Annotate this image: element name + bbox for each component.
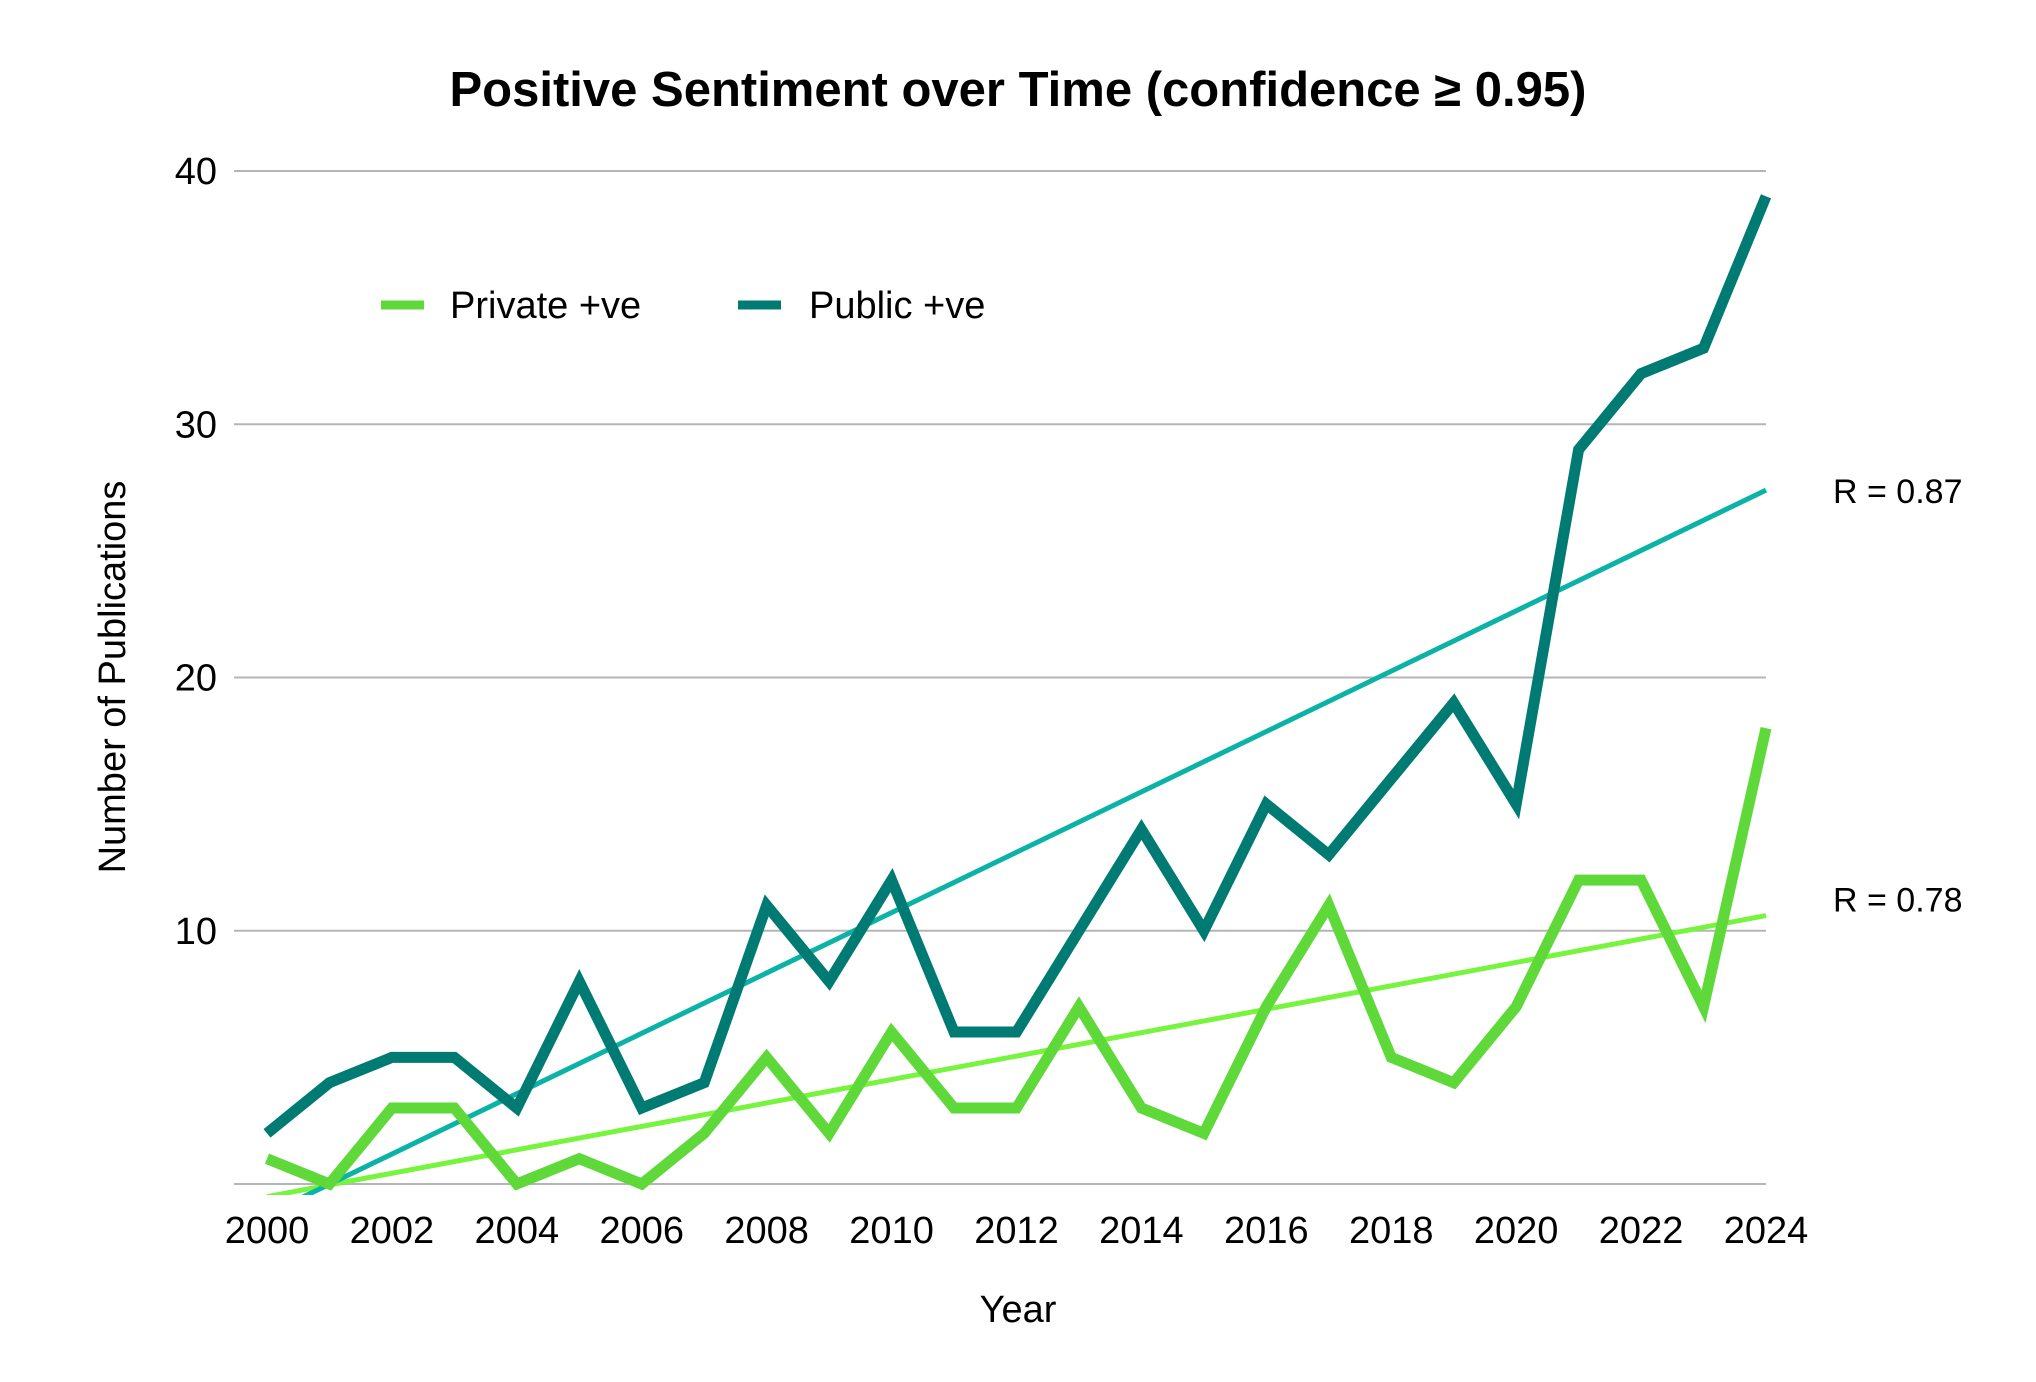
series-line-public	[263, 194, 1772, 1138]
trendline-private	[266, 913, 1767, 1195]
y-tick-label: 10	[175, 911, 217, 953]
r-value-label: R = 0.78	[1833, 882, 1962, 920]
y-tick-label: 30	[175, 404, 217, 446]
x-tick-label: 2022	[1599, 1210, 1684, 1252]
x-tick-label: 2016	[1224, 1210, 1309, 1252]
x-tick-label: 2010	[849, 1210, 934, 1252]
series-line-private	[264, 726, 1772, 1191]
x-tick-label: 2006	[599, 1210, 684, 1252]
chart-title: Positive Sentiment over Time (confidence…	[449, 63, 1586, 117]
y-axis-label: Number of Publications	[92, 481, 134, 874]
trendline-public	[301, 487, 1768, 1195]
legend-label: Public +ve	[809, 285, 985, 327]
r-value-label: R = 0.87	[1833, 473, 1962, 511]
x-tick-label: 2008	[724, 1210, 809, 1252]
x-tick-label: 2004	[475, 1210, 560, 1252]
y-tick-label: 20	[175, 658, 217, 700]
x-tick-label: 2020	[1474, 1210, 1559, 1252]
x-tick-label: 2012	[974, 1210, 1059, 1252]
y-tick-label: 40	[175, 151, 217, 193]
x-tick-label: 2000	[225, 1210, 310, 1252]
x-tick-label: 2024	[1724, 1210, 1809, 1252]
x-tick-label: 2018	[1349, 1210, 1434, 1252]
legend-label: Private +ve	[450, 285, 641, 327]
x-tick-label: 2014	[1099, 1210, 1184, 1252]
x-axis-label: Year	[980, 1289, 1057, 1331]
x-tick-label: 2002	[350, 1210, 435, 1252]
